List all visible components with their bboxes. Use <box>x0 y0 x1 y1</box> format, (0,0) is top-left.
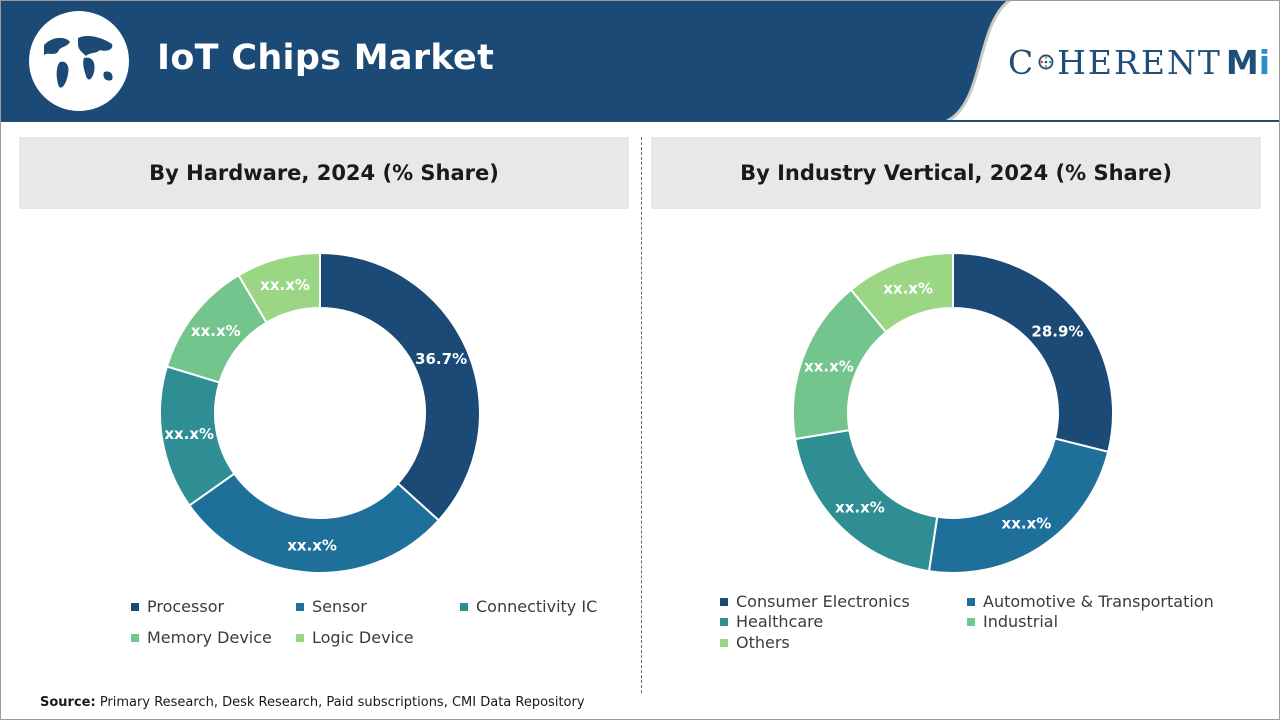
legend-swatch <box>967 597 975 606</box>
legend-item-processor: Processor <box>131 597 224 616</box>
header-band-edge <box>944 0 1011 122</box>
legend-swatch <box>720 597 728 606</box>
legend-swatch <box>720 617 728 626</box>
legend-label: Memory Device <box>147 628 272 647</box>
data-label: xx.x% <box>191 322 241 340</box>
legend-item-healthcare: Healthcare <box>720 612 823 631</box>
coherent-mi-logo: C HERENT Mi <box>1008 40 1270 84</box>
legend-item-logic-device: Logic Device <box>296 628 414 647</box>
legend-item-connectivity-ic: Connectivity IC <box>460 597 597 616</box>
donut-segment-others <box>849 251 954 334</box>
legend-label: Others <box>736 633 790 652</box>
source-note: Source: Primary Research, Desk Research,… <box>40 695 585 710</box>
legend-label: Connectivity IC <box>476 597 598 616</box>
legend-swatch <box>131 633 139 642</box>
logo-text-herent: HERENT <box>1057 42 1222 82</box>
data-label: 36.7% <box>415 350 467 368</box>
header-band <box>0 0 1280 122</box>
data-label: xx.x% <box>883 279 933 297</box>
donut-segment-processor <box>319 251 481 522</box>
legend-label: Processor <box>147 597 225 616</box>
data-label: xx.x% <box>835 498 885 516</box>
hardware-donut-chart: 36.7% xx.x% xx.x% xx.x% xx.x% <box>159 251 481 574</box>
logo-text-c: C <box>1008 42 1036 82</box>
data-label: xx.x% <box>260 276 310 294</box>
page-title: IoT Chips Market <box>157 38 495 78</box>
hardware-chart-title: By Hardware, 2024 (% Share) <box>19 137 629 209</box>
logo-mi: Mi <box>1225 42 1270 82</box>
legend-label: Healthcare <box>736 612 824 631</box>
donut-segment-consumer-electronics <box>952 251 1114 454</box>
industry-donut-chart: 28.9% xx.x% xx.x% xx.x% xx.x% <box>792 251 1114 574</box>
data-label: 28.9% <box>1031 322 1083 340</box>
legend-swatch <box>131 602 139 611</box>
data-label: xx.x% <box>1002 514 1052 532</box>
legend-item-automotive-transportation: Automotive & Transportation <box>967 592 1214 611</box>
header-band-shape <box>0 0 1010 122</box>
legend-label: Industrial <box>983 612 1059 631</box>
legend-label: Automotive & Transportation <box>983 592 1214 611</box>
legend-label: Consumer Electronics <box>736 592 910 611</box>
legend-label: Sensor <box>312 597 367 616</box>
legend-item-consumer-electronics: Consumer Electronics <box>720 592 910 611</box>
legend-item-industrial: Industrial <box>967 612 1058 631</box>
legend-label: Logic Device <box>312 628 414 647</box>
logo-o-icon <box>1038 54 1054 70</box>
legend-item-others: Others <box>720 633 790 652</box>
donut-segment-sensor <box>187 472 441 574</box>
industry-chart-title: By Industry Vertical, 2024 (% Share) <box>651 137 1261 209</box>
panel-divider <box>641 137 642 693</box>
data-label: xx.x% <box>804 358 854 376</box>
legend-item-sensor: Sensor <box>296 597 367 616</box>
world-globe-icon <box>29 11 129 111</box>
legend-swatch <box>967 617 975 626</box>
legend-swatch <box>720 638 728 647</box>
legend-swatch <box>296 633 304 642</box>
donut-segment-logic-device <box>237 251 321 324</box>
legend-swatch <box>460 602 468 611</box>
legend-item-memory-device: Memory Device <box>131 628 272 647</box>
data-label: xx.x% <box>164 425 214 443</box>
data-label: xx.x% <box>287 536 337 554</box>
legend-swatch <box>296 602 304 611</box>
